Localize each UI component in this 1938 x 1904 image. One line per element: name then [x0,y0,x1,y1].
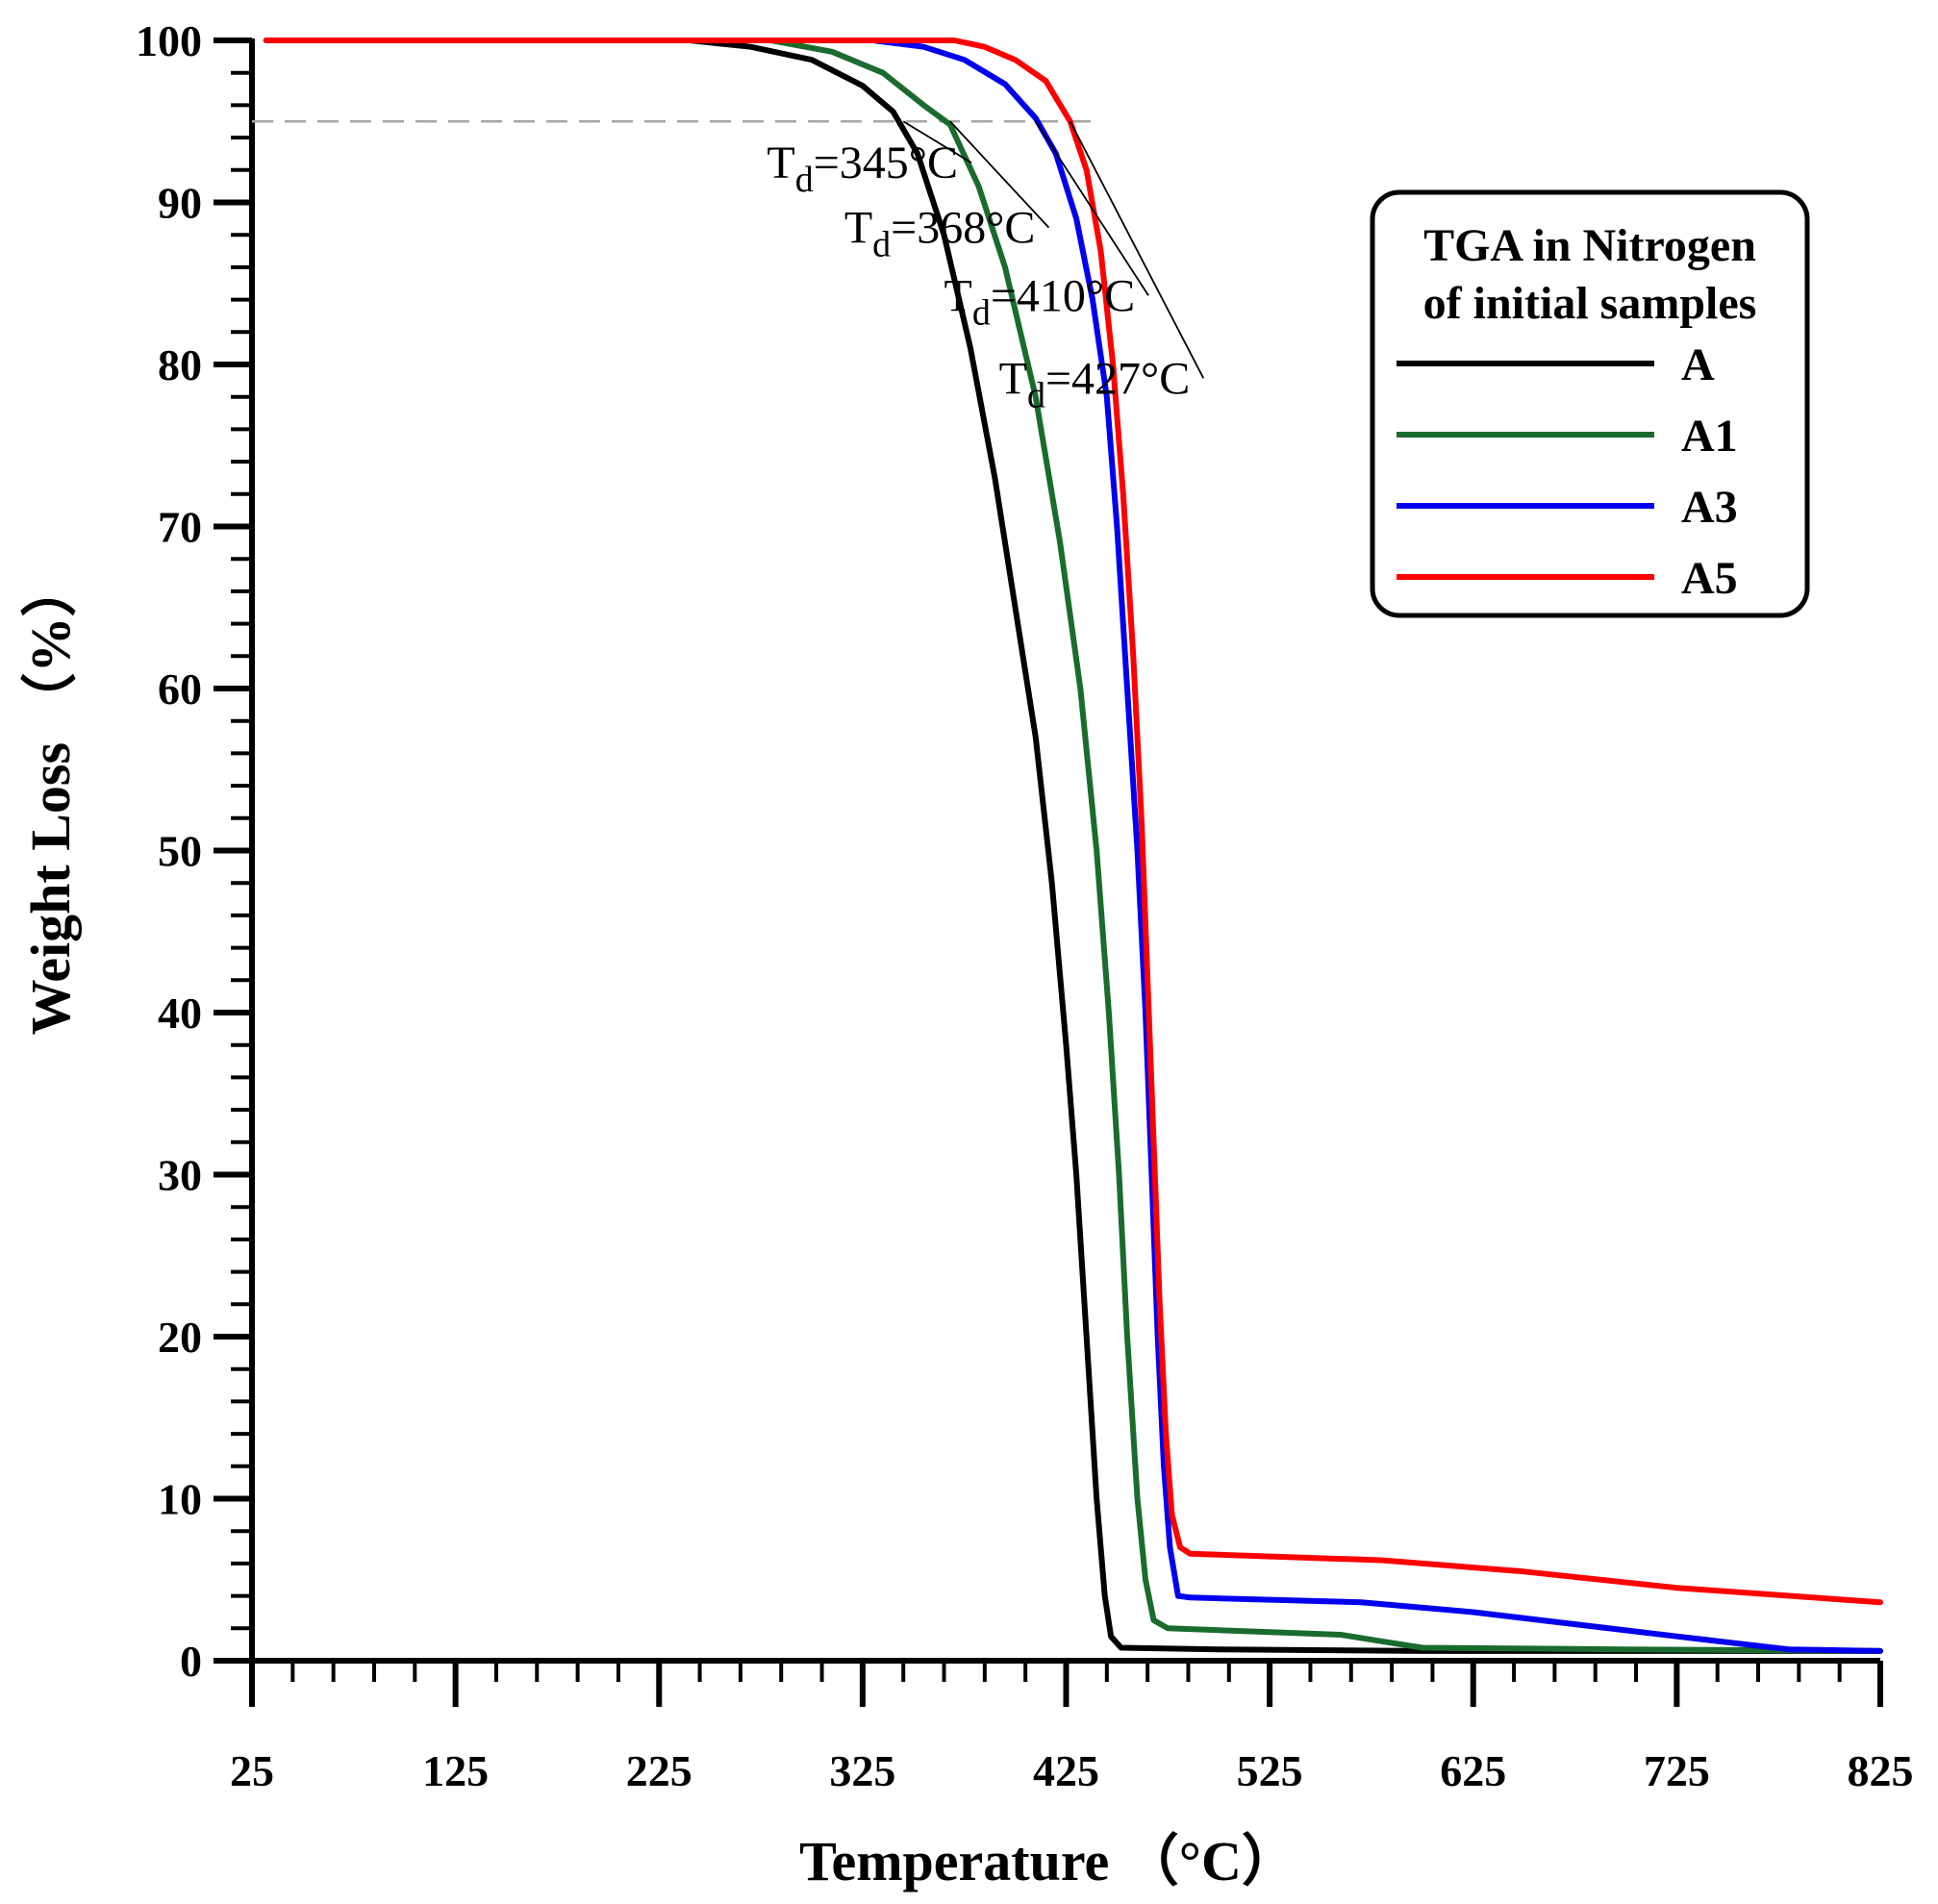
series-line-a3 [263,38,1883,1654]
td-subscript: d [972,292,991,333]
td-subscript: d [795,160,814,200]
td-main: T [944,270,972,321]
x-tick-label: 825 [1848,1746,1914,1795]
y-tick-label: 40 [158,989,202,1038]
legend-title-line: TGA in Nitrogen [1423,220,1756,271]
td-leader-line [949,120,1050,229]
x-tick-label: 325 [829,1746,895,1795]
td-value: =427°C [1045,353,1190,404]
y-tick-label: 50 [158,827,202,876]
td-leader-line [902,120,972,163]
series-line-a1 [263,38,1883,1654]
x-tick-label: 125 [422,1746,489,1795]
y-tick-label: 80 [158,340,202,389]
td-subscript: d [1027,375,1045,415]
x-tick-label: 425 [1033,1746,1099,1795]
annotations-layer: Td=345°CTd=368°CTd=410°CTd=427°C [767,120,1205,415]
legend-title-line: of initial samples [1423,278,1757,329]
y-tick-label: 20 [158,1313,202,1362]
td-annotation: Td=427°C [999,353,1191,415]
td-annotation: Td=368°C [844,203,1036,265]
td-value: =368°C [891,203,1035,254]
td-main: T [844,203,872,254]
td-annotation: Td=410°C [944,270,1136,333]
legend-label-a5: A5 [1681,553,1738,604]
series-line-a5 [263,38,1883,1606]
td-leader-line [1035,120,1149,296]
y-tick-label: 60 [158,664,202,714]
series-layer [263,38,1883,1654]
td-value: =410°C [991,270,1135,321]
axes-layer: 0 10 20 30 40 50 60 70 80 90 100 25 125 225 325 425 525 6… [136,16,1914,1795]
legend-label-a: A [1681,339,1715,390]
y-tick-label: 0 [180,1637,202,1686]
y-tick-label: 100 [136,16,202,65]
legend-label-a3: A3 [1681,482,1738,533]
legend-label-a1: A1 [1681,411,1738,462]
x-tick-label: 25 [230,1746,274,1795]
x-axis-title: Temperature （°C） [799,1830,1297,1892]
td-main: T [767,138,794,188]
td-value: =345°C [814,138,958,188]
x-tick-label: 625 [1440,1746,1506,1795]
y-axis-title: Weight Loss （%） [19,561,82,1035]
y-tick-label: 70 [158,503,202,552]
td-main: T [999,353,1027,404]
legend-box [1370,189,1810,618]
x-tick-label: 225 [626,1746,692,1795]
x-tick-label: 525 [1237,1746,1303,1795]
x-tick-label: 725 [1644,1746,1710,1795]
y-tick-label: 30 [158,1151,202,1200]
y-tick-label: 90 [158,179,202,228]
y-tick-label: 10 [158,1475,202,1524]
td-annotation: Td=345°C [767,138,958,200]
td-leader-line [1069,120,1205,379]
series-line-a [263,38,1883,1654]
td-subscript: d [872,225,891,265]
legend-layer: TGA in Nitrogen of initial samples A A1 A3 A5 [1370,189,1810,618]
